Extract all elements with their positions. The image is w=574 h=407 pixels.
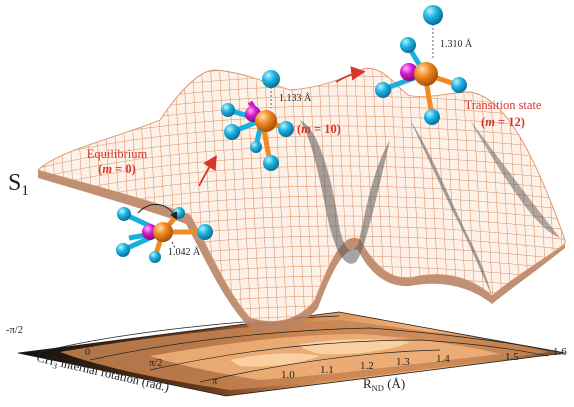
mesh-line [226,68,244,322]
mesh-line [559,68,565,322]
hydrogen-atom [117,207,131,221]
hydrogen-atom [250,141,262,153]
arrow-to-intermediate [198,154,217,187]
reaction-arrows [198,66,366,187]
carbon-atom [255,110,277,132]
hydrogen-atom [375,82,391,98]
mesh-line [38,155,565,191]
y-tick: -π/2 [6,325,23,336]
hydrogen-atom [424,109,440,125]
state-subscript: 1 [21,183,29,199]
distance-equilibrium: 1.042 Å [168,246,201,258]
x-tick: 1.5 [505,351,519,363]
mesh-line [38,135,565,171]
x-tick: 1.4 [436,353,450,365]
hydrogen-atom [149,251,161,263]
contour-floor [17,311,566,397]
distance-intermediate: 1.133 Å [279,92,312,104]
hydrogen-atom [173,207,185,219]
x-tick: 1.2 [360,360,374,372]
mesh-line [38,125,565,161]
mesh-line [253,68,271,322]
hydrogen-atom [451,77,467,93]
mesh-line [38,68,55,322]
mesh-line [569,40,574,340]
transition-label: Transition state (m = 12) [465,98,542,129]
rotation-arrow [137,204,177,220]
equilibrium-label: Equilibrium (m = 0) [87,147,148,176]
hydrogen-atom [224,124,240,140]
bond-distance-labels: 1.042 Å 1.133 Å 1.310 Å [168,38,473,258]
equilibrium-title: Equilibrium [87,147,148,161]
transition-m-value: (m = 12) [481,115,525,129]
y-tick: π [212,376,218,387]
mesh-line [550,68,565,322]
transition-molecule [375,5,467,125]
mesh-line [55,68,73,322]
energy-surface [37,40,574,340]
intermediate-molecule [221,70,294,171]
hydrogen-atom [262,70,280,88]
hydrogen-atom [116,243,130,257]
transition-title: Transition state [465,98,542,112]
svg-text:S1: S1 [8,170,29,199]
hydrogen-atom [221,103,235,117]
y-tick: π/2 [149,358,162,369]
hydrogen-atom [197,224,213,240]
x-tick: 1.6 [553,346,567,358]
carbon-atom [153,222,173,242]
hydrogen-atom [278,121,294,137]
intermediate-m-value: (m = 10) [297,122,341,136]
x-axis: 1.0 1.1 1.2 1.3 1.4 1.5 1.6 RND (Å) [281,346,567,393]
carbon-atom [414,62,438,86]
distance-transition: 1.310 Å [440,38,473,50]
equilibrium-molecule [116,204,213,263]
mesh-line [46,68,64,322]
arrow-to-transition [335,66,366,83]
mesh-line [64,68,82,322]
x-axis-title: RND (Å) [363,376,405,393]
intermediate-label: (m = 10) [297,122,341,136]
x-tick: 1.3 [396,356,410,368]
y-tick: 0 [85,347,90,358]
state-label: S1 [8,170,29,199]
hydrogen-atom [400,37,416,53]
mesh-line [244,68,262,322]
state-letter: S [8,170,21,196]
x-tick: 1.1 [320,364,334,376]
equilibrium-m-value: (m = 0) [98,162,136,176]
hydrogen-atom [263,155,279,171]
x-tick: 1.0 [281,369,295,381]
nitrogen-atom [400,63,418,81]
hydrogen-atom [423,5,443,25]
